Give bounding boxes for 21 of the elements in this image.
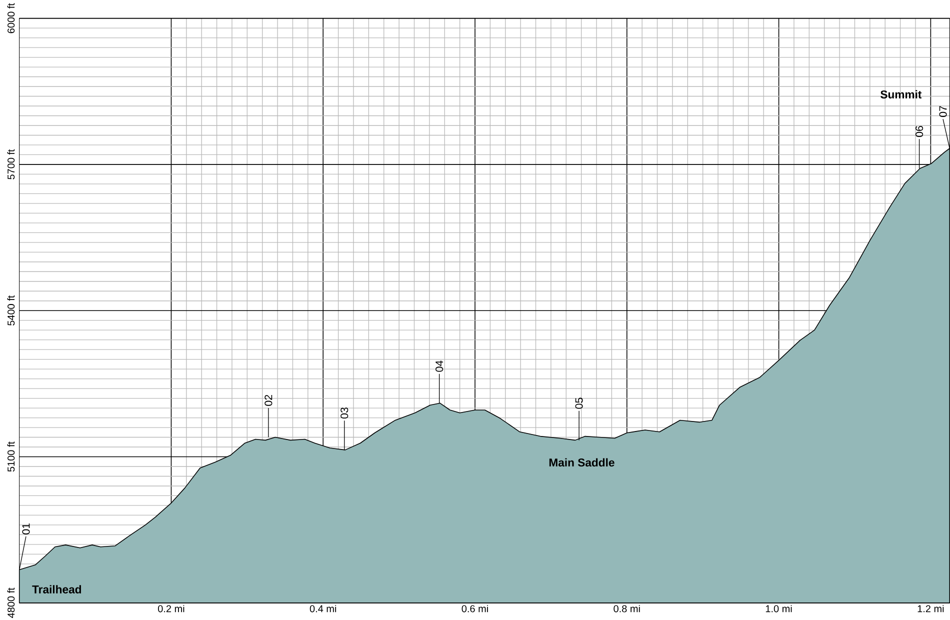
x-tick-label: 0.4 mi — [310, 604, 336, 612]
y-tick-label: 5700 ft — [7, 149, 15, 180]
annotation: Trailhead — [32, 585, 81, 594]
annotation: Summit — [880, 90, 922, 98]
annotation: 07 — [939, 106, 947, 117]
y-tick-label: 5400 ft — [7, 295, 15, 326]
y-tick-label: 4800 ft — [7, 588, 15, 618]
x-tick-label: 0.8 mi — [614, 604, 640, 612]
annotation: Main Saddle — [549, 458, 614, 466]
annotation: 02 — [264, 394, 272, 406]
y-tick-label: 5100 ft — [7, 441, 15, 472]
y-tick-label: 6000 ft — [7, 3, 15, 33]
x-tick-label: 1.2 mi — [918, 604, 944, 612]
x-tick-label: 0.2 mi — [158, 604, 184, 612]
annotation: 05 — [575, 398, 583, 409]
annotation: 04 — [436, 360, 444, 372]
x-tick-label: 1.0 mi — [766, 604, 792, 612]
annotation: 01 — [22, 523, 30, 534]
annotation: 06 — [916, 126, 924, 137]
annotation: 03 — [340, 407, 348, 418]
x-tick-label: 0.6 mi — [462, 604, 488, 612]
